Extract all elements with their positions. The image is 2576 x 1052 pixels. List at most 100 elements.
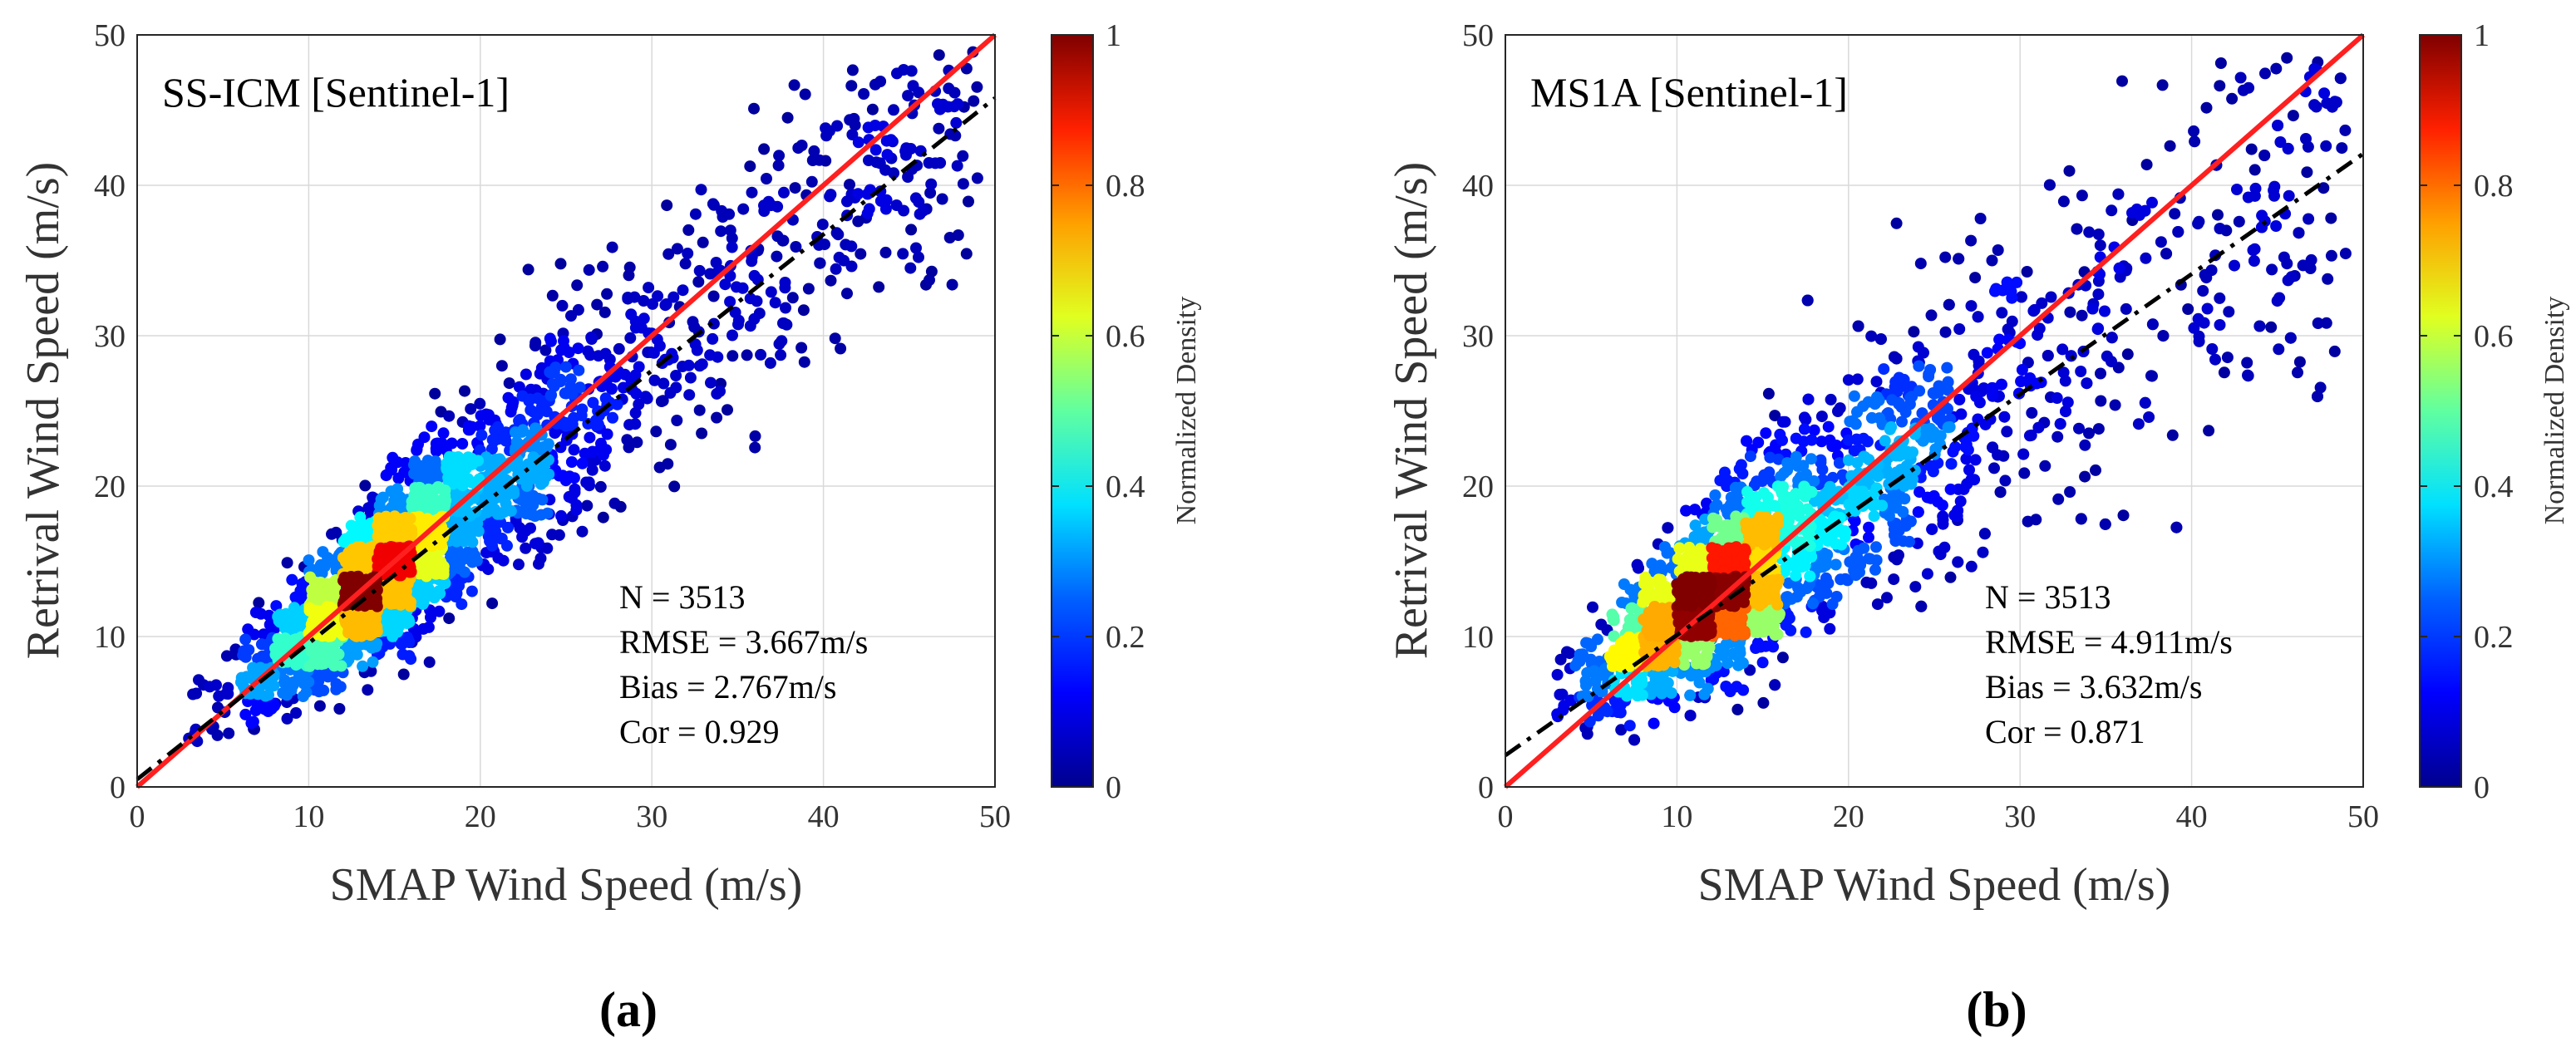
scatter-point bbox=[773, 150, 786, 162]
scatter-point bbox=[1890, 352, 1903, 365]
scatter-point bbox=[946, 278, 958, 291]
scatter-point bbox=[533, 558, 544, 570]
scatter-point bbox=[541, 542, 554, 554]
scatter-point bbox=[2143, 411, 2155, 423]
scatter-point bbox=[572, 342, 584, 355]
scatter-point bbox=[495, 360, 508, 372]
scatter-point bbox=[401, 617, 413, 629]
scatter-point bbox=[598, 306, 611, 318]
scatter-point bbox=[1577, 648, 1588, 661]
scatter-point bbox=[529, 340, 541, 351]
scatter-point bbox=[2106, 204, 2118, 217]
scatter-point bbox=[286, 573, 298, 586]
scatter-point bbox=[1633, 562, 1644, 574]
scatter-point bbox=[1800, 413, 1812, 425]
scatter-point bbox=[1834, 457, 1845, 469]
scatter-point bbox=[1646, 558, 1658, 570]
scatter-point bbox=[2146, 318, 2159, 331]
scatter-point bbox=[1904, 515, 1917, 528]
scatter-point bbox=[1767, 533, 1780, 546]
scatter-point bbox=[1595, 618, 1608, 631]
scatter-point bbox=[1885, 420, 1898, 433]
scatter-point bbox=[1915, 600, 1928, 612]
scatter-point bbox=[2273, 343, 2285, 356]
scatter-point bbox=[689, 208, 702, 220]
scatter-point bbox=[719, 278, 731, 291]
scatter-point bbox=[451, 543, 464, 556]
scatter-point bbox=[628, 291, 641, 303]
scatter-point bbox=[1582, 637, 1594, 650]
scatter-point bbox=[1623, 720, 1636, 732]
scatter-point bbox=[1939, 326, 1952, 338]
scatter-point bbox=[1661, 547, 1673, 559]
scatter-point bbox=[1805, 551, 1818, 563]
scatter-point bbox=[869, 144, 882, 156]
scatter-point bbox=[679, 258, 692, 270]
scatter-point bbox=[849, 119, 861, 131]
scatter-point bbox=[1921, 424, 1933, 436]
scatter-point bbox=[599, 347, 612, 360]
scatter-point bbox=[1981, 347, 1993, 359]
scatter-point bbox=[2305, 253, 2317, 266]
scatter-point bbox=[2099, 305, 2111, 317]
scatter-point bbox=[670, 381, 682, 394]
scatter-point bbox=[635, 322, 648, 334]
scatter-point bbox=[727, 329, 738, 342]
scatter-point bbox=[1707, 673, 1720, 686]
scatter-point bbox=[411, 443, 423, 455]
scatter-point bbox=[1772, 574, 1785, 587]
scatter-point bbox=[576, 403, 589, 415]
scatter-point bbox=[510, 516, 522, 528]
scatter-point bbox=[779, 282, 791, 294]
scatter-point bbox=[2106, 332, 2118, 344]
scatter-point bbox=[879, 203, 892, 215]
scatter-point bbox=[1673, 542, 1686, 554]
scatter-point bbox=[2322, 273, 2334, 285]
scatter-point bbox=[1968, 430, 1980, 442]
scatter-point bbox=[2253, 320, 2266, 332]
scatter-point bbox=[2164, 140, 2176, 152]
scatter-point bbox=[1913, 360, 1925, 372]
scatter-point bbox=[1884, 502, 1897, 514]
scatter-point bbox=[741, 349, 753, 361]
scatter-point bbox=[1899, 479, 1911, 492]
scatter-point bbox=[2091, 323, 2104, 336]
scatter-point bbox=[451, 587, 463, 600]
scatter-point bbox=[500, 498, 512, 510]
scatter-point bbox=[2248, 164, 2261, 176]
scatter-point bbox=[2200, 101, 2213, 114]
scatter-point bbox=[307, 607, 319, 619]
scatter-point bbox=[1729, 629, 1741, 642]
scatter-point bbox=[1713, 643, 1726, 655]
scatter-point bbox=[586, 445, 598, 458]
scatter-point bbox=[951, 160, 963, 172]
scatter-point bbox=[711, 411, 723, 424]
scatter-point bbox=[1702, 682, 1714, 695]
scatter-point bbox=[968, 95, 980, 107]
scatter-point bbox=[2214, 223, 2226, 234]
scatter-point bbox=[340, 573, 352, 584]
scatter-point bbox=[727, 350, 739, 362]
scatter-point bbox=[1954, 495, 1967, 508]
scatter-point bbox=[1740, 517, 1752, 529]
scatter-point bbox=[2061, 396, 2074, 409]
scatter-point bbox=[2095, 395, 2107, 407]
scatter-point bbox=[351, 648, 363, 661]
scatter-point bbox=[1806, 597, 1819, 610]
scatter-point bbox=[771, 250, 783, 263]
scatter-point bbox=[1881, 592, 1893, 604]
scatter-point bbox=[274, 608, 286, 621]
x-tick-label: 10 bbox=[293, 799, 324, 834]
scatter-point bbox=[769, 297, 781, 309]
scatter-point bbox=[1790, 537, 1802, 549]
scatter-point bbox=[1628, 734, 1641, 746]
scatter-point bbox=[923, 157, 935, 169]
scatter-point bbox=[1872, 469, 1884, 482]
scatter-point bbox=[1965, 560, 1978, 573]
scatter-point bbox=[317, 654, 329, 666]
scatter-point bbox=[2064, 486, 2076, 498]
scatter-point bbox=[1693, 638, 1706, 651]
scatter-point bbox=[1936, 499, 1948, 512]
scatter-point bbox=[1858, 450, 1870, 463]
scatter-point bbox=[683, 389, 696, 401]
